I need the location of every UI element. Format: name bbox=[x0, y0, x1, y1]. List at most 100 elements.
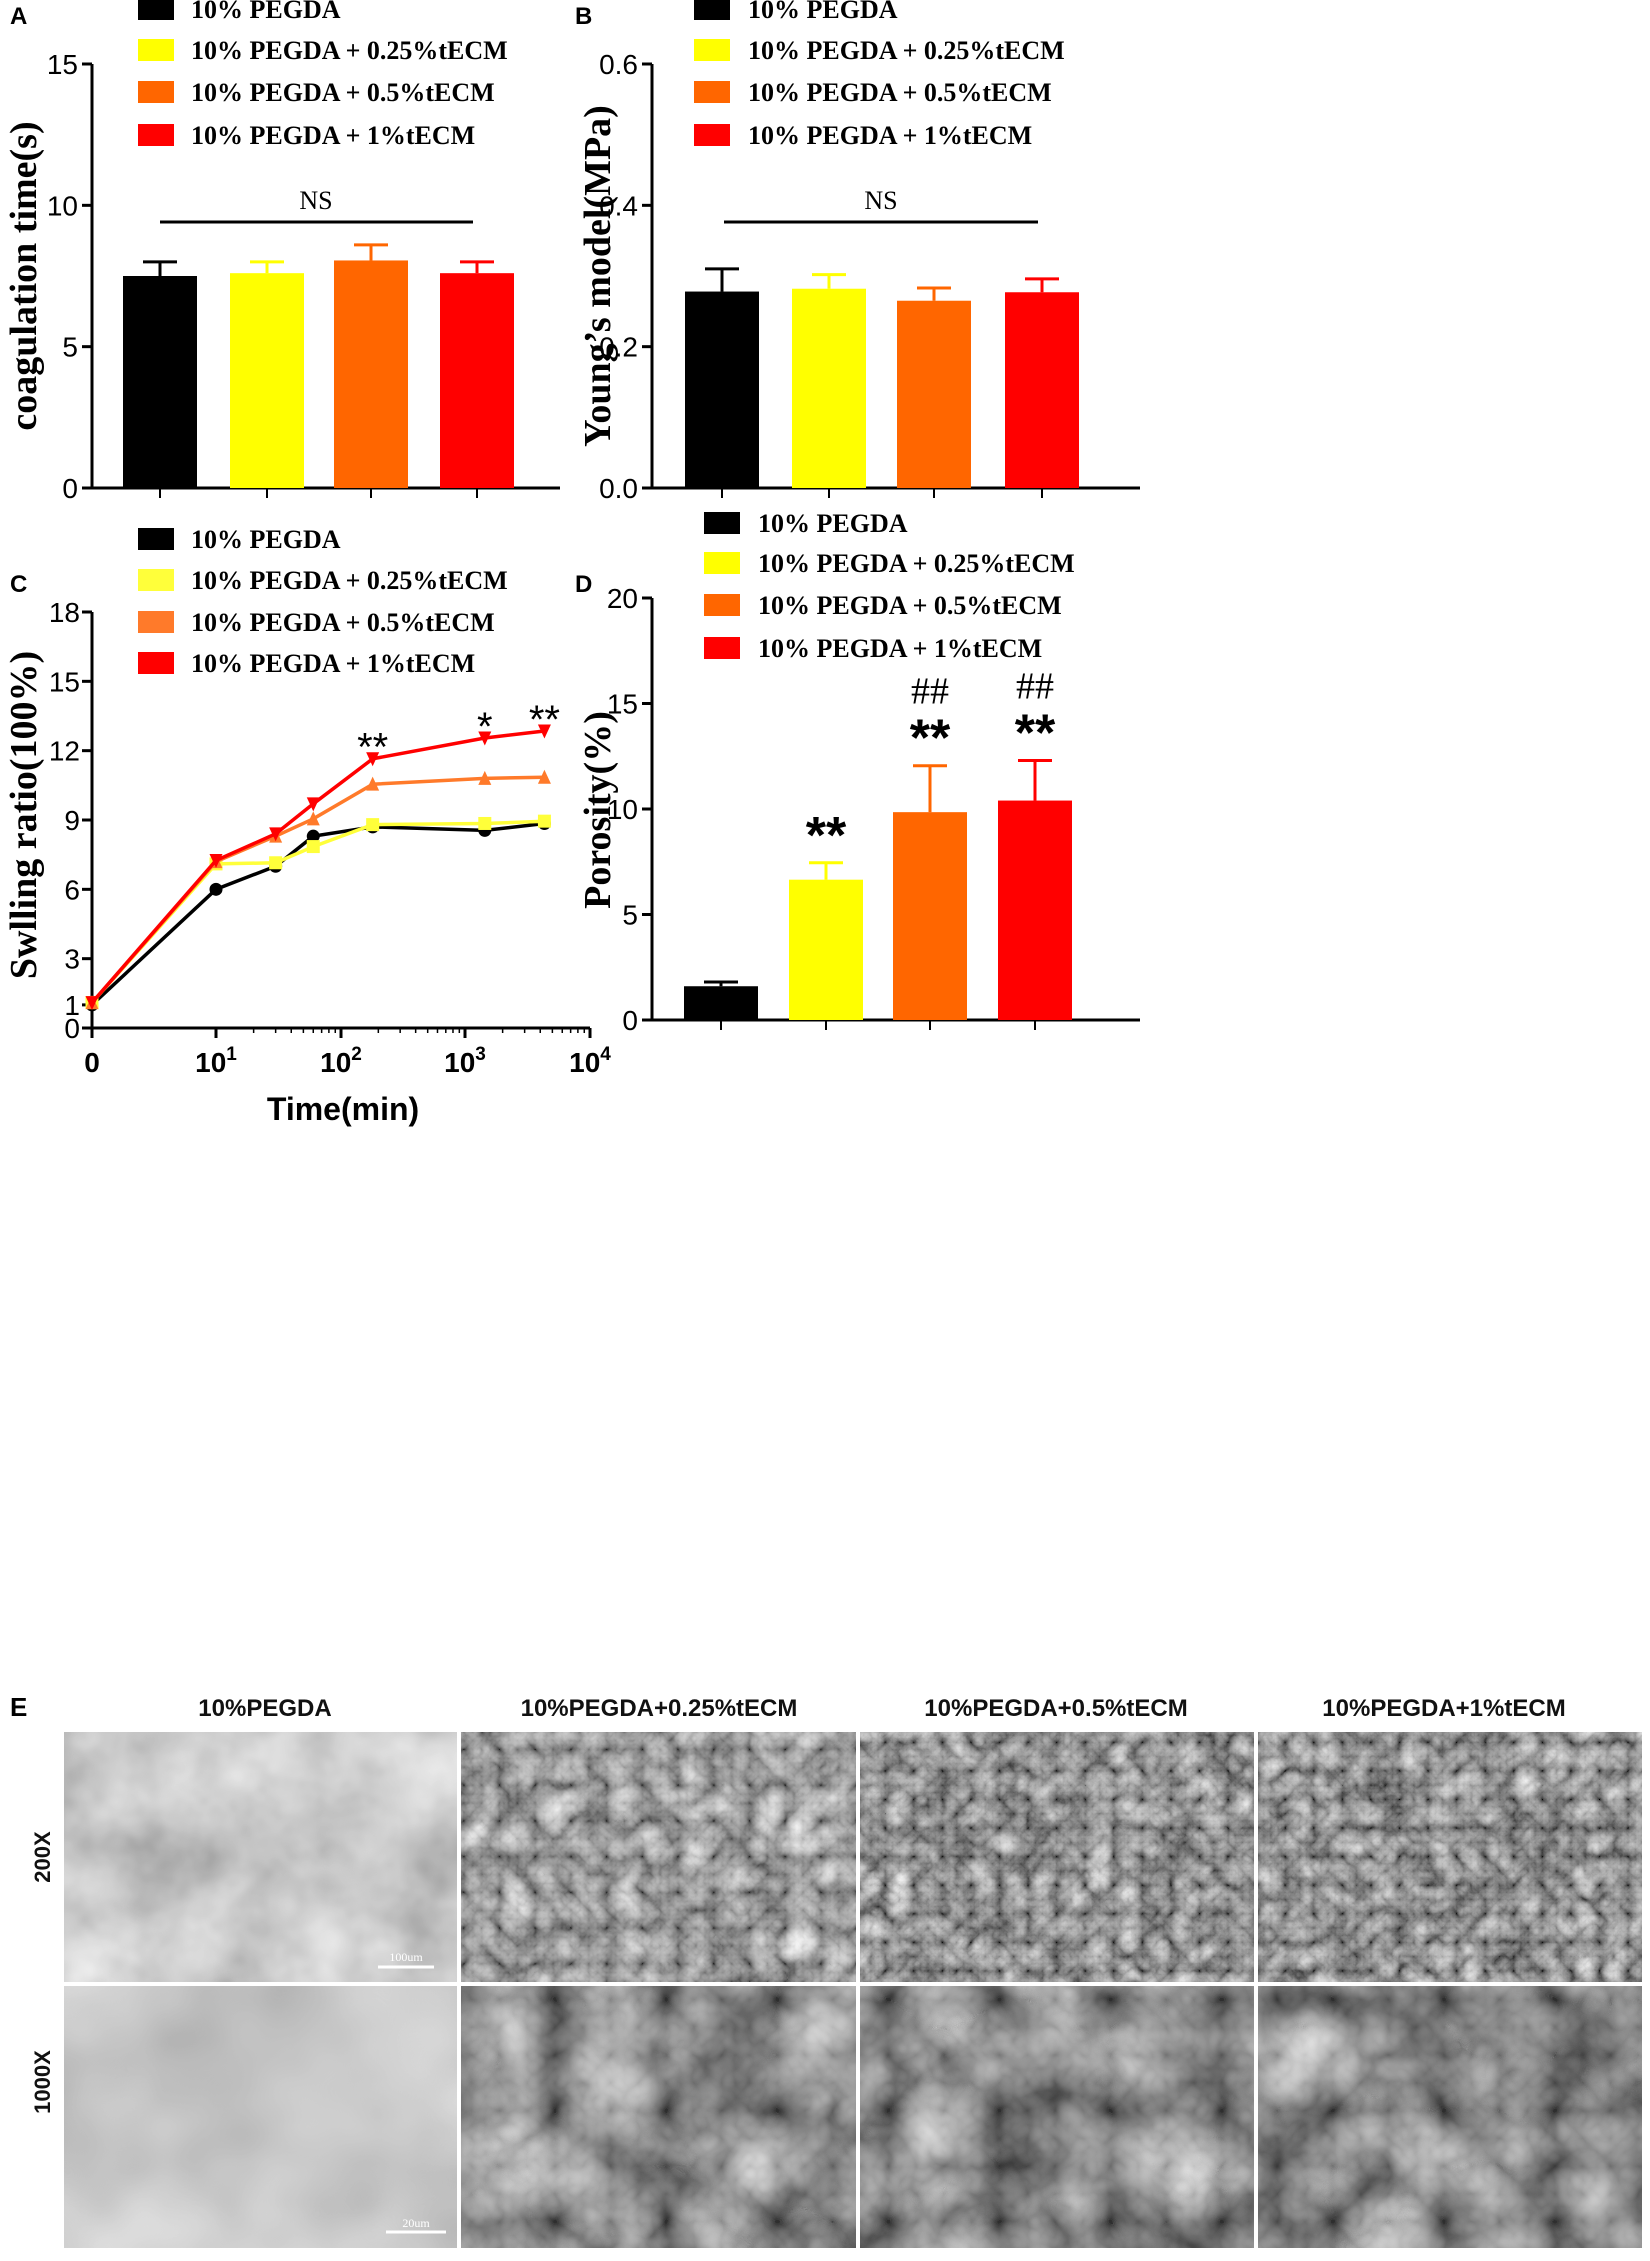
panel-a: A 10% PEGDA 10% PEGDA + 0.25%tECM 10% PEGDA… bbox=[3, 0, 560, 504]
legend-label-10-pegda-0-25-tecm: 10% PEGDA + 0.25%tECM bbox=[748, 36, 1065, 65]
scale-bar-20um-label: 20um bbox=[402, 2216, 430, 2230]
point-10-pegda-0-25-tecm bbox=[306, 840, 320, 854]
y-tick-label: 0.4 bbox=[599, 190, 638, 221]
significance-hash: ## bbox=[911, 671, 949, 713]
panel-b: B 10% PEGDA 10% PEGDA + 0.25%tECM 10% PEGDA… bbox=[575, 0, 1140, 504]
legend-label-10-pegda-0-5-tecm: 10% PEGDA + 0.5%tECM bbox=[748, 78, 1052, 107]
legend-label-10-pegda: 10% PEGDA bbox=[191, 0, 341, 24]
panel-label-d: D bbox=[575, 571, 592, 598]
significance-star: ** bbox=[357, 726, 388, 770]
legend-swatch-10-pegda-0-5-tecm bbox=[704, 594, 740, 616]
bar-10-pegda-0-25-tecm bbox=[789, 879, 863, 1020]
point-10-pegda-1-tecm bbox=[209, 853, 223, 868]
legend-swatch-10-pegda-0-25-tecm bbox=[694, 39, 730, 61]
legend-swatch-10-pegda-1-tecm bbox=[138, 652, 174, 674]
legend-swatch-10-pegda bbox=[138, 0, 174, 20]
legend-swatch-10-pegda bbox=[138, 528, 174, 550]
point-10-pegda-0-5-tecm bbox=[306, 811, 320, 826]
legend-label-10-pegda: 10% PEGDA bbox=[191, 525, 341, 554]
y-tick-label: 0.2 bbox=[599, 332, 638, 363]
bar-10-pegda-0-25-tecm bbox=[792, 288, 866, 488]
x-tick-label: 0 bbox=[84, 1047, 100, 1078]
y-tick-label: 10 bbox=[607, 794, 638, 825]
sem-column-title-3: 10%PEGDA+0.5%tECM bbox=[924, 1695, 1187, 1722]
point-10-pegda-0-25-tecm bbox=[366, 818, 380, 832]
line-10-pegda-0-5-tecm bbox=[90, 775, 545, 1004]
x-tick-label: 104 bbox=[569, 1044, 611, 1078]
legend-label-10-pegda-1-tecm: 10% PEGDA + 1%tECM bbox=[748, 121, 1032, 150]
sem-image-025-1000x bbox=[461, 1986, 856, 2248]
panel-e: E 10%PEGDA 10%PEGDA+0.25%tECM 10%PEGDA+0… bbox=[10, 1692, 1642, 2248]
bar-10-pegda-0-25-tecm bbox=[230, 273, 304, 488]
x-tick-label: 103 bbox=[444, 1044, 486, 1078]
significance-star: ** bbox=[910, 710, 951, 768]
bar-10-pegda bbox=[685, 291, 759, 488]
point-10-pegda-1-tecm bbox=[269, 827, 283, 842]
bar-10-pegda-1-tecm bbox=[440, 273, 514, 488]
bar-10-pegda-0-5-tecm bbox=[893, 812, 967, 1020]
sem-image-1-1000x bbox=[1258, 1986, 1642, 2248]
bar-10-pegda-0-5-tecm bbox=[334, 260, 408, 488]
x-axis-label: Time(min) bbox=[267, 1091, 419, 1127]
legend-label-10-pegda-0-5-tecm: 10% PEGDA + 0.5%tECM bbox=[191, 78, 495, 107]
legend-label-10-pegda-0-5-tecm: 10% PEGDA + 0.5%tECM bbox=[191, 608, 495, 637]
legend-swatch-10-pegda-1-tecm bbox=[694, 124, 730, 146]
legend-label-10-pegda-0-25-tecm: 10% PEGDA + 0.25%tECM bbox=[191, 566, 508, 595]
legend-swatch-10-pegda bbox=[704, 512, 740, 534]
y-tick-label: 9 bbox=[64, 805, 80, 836]
panel-c: C 10% PEGDA 10% PEGDA + 0.25%tECM 10% PEGDA… bbox=[3, 525, 611, 1127]
sem-image-pegda-200x bbox=[64, 1732, 457, 1982]
point-10-pegda-1-tecm bbox=[537, 724, 551, 739]
point-10-pegda bbox=[209, 882, 223, 896]
y-tick-label: 3 bbox=[64, 944, 80, 975]
legend-label-10-pegda-1-tecm: 10% PEGDA + 1%tECM bbox=[191, 649, 475, 678]
legend-swatch-10-pegda-1-tecm bbox=[704, 637, 740, 659]
panel-label-c: C bbox=[10, 571, 27, 598]
point-10-pegda-0-25-tecm bbox=[478, 816, 492, 830]
legend-swatch-10-pegda-0-5-tecm bbox=[694, 81, 730, 103]
y-tick-label: 15 bbox=[607, 689, 638, 720]
y-tick-label: 5 bbox=[622, 900, 638, 931]
sem-image-05-1000x bbox=[860, 1986, 1254, 2248]
point-10-pegda-1-tecm bbox=[306, 797, 320, 812]
point-10-pegda-1-tecm bbox=[85, 996, 99, 1011]
point-10-pegda-1-tecm bbox=[366, 752, 380, 767]
point-10-pegda-0-5-tecm bbox=[478, 770, 492, 785]
sem-image-1-200x bbox=[1258, 1732, 1642, 1982]
x-tick-label: 102 bbox=[320, 1044, 362, 1078]
legend-label-10-pegda-0-25-tecm: 10% PEGDA + 0.25%tECM bbox=[191, 36, 508, 65]
y-tick-label: 12 bbox=[49, 736, 80, 767]
bar-10-pegda-1-tecm bbox=[998, 800, 1072, 1020]
y-tick-label: 0 bbox=[622, 1005, 638, 1036]
point-10-pegda-0-25-tecm bbox=[269, 856, 283, 870]
y-axis-label: coagulation time(s) bbox=[3, 121, 45, 430]
point-10-pegda bbox=[306, 829, 320, 843]
y-tick-label: 20 bbox=[607, 583, 638, 614]
y-tick-label: 5 bbox=[62, 332, 78, 363]
point-10-pegda-0-5-tecm bbox=[537, 769, 551, 784]
legend-label-10-pegda: 10% PEGDA bbox=[758, 509, 908, 538]
legend-label-10-pegda: 10% PEGDA bbox=[748, 0, 898, 24]
legend-label-10-pegda-0-25-tecm: 10% PEGDA + 0.25%tECM bbox=[758, 549, 1075, 578]
panel-label-b: B bbox=[575, 3, 592, 30]
panel-e-label: E bbox=[10, 1692, 27, 1722]
panel-label-a: A bbox=[10, 3, 27, 30]
legend-swatch-10-pegda-0-5-tecm bbox=[138, 81, 174, 103]
legend-label-10-pegda-1-tecm: 10% PEGDA + 1%tECM bbox=[191, 121, 475, 150]
legend-swatch-10-pegda bbox=[694, 0, 730, 20]
y-axis-label: Porosity(%) bbox=[577, 711, 619, 909]
sem-image-025-200x bbox=[461, 1732, 856, 1982]
y-tick-label: 0 bbox=[64, 1013, 80, 1044]
y-tick-label: 1 bbox=[64, 990, 80, 1021]
significance-star: * bbox=[477, 705, 493, 749]
legend-label-10-pegda-1-tecm: 10% PEGDA + 1%tECM bbox=[758, 634, 1042, 663]
y-tick-label: 0.0 bbox=[599, 473, 638, 504]
bar-10-pegda bbox=[123, 276, 197, 488]
significance-label-ns: NS bbox=[864, 186, 897, 215]
bar-10-pegda-0-5-tecm bbox=[897, 300, 971, 488]
bar-10-pegda bbox=[684, 986, 758, 1020]
point-10-pegda-0-5-tecm bbox=[366, 776, 380, 791]
sem-row-label-200x: 200X bbox=[30, 1831, 55, 1883]
significance-star: ** bbox=[806, 807, 847, 865]
sem-row-label-1000x: 1000X bbox=[30, 2050, 55, 2114]
